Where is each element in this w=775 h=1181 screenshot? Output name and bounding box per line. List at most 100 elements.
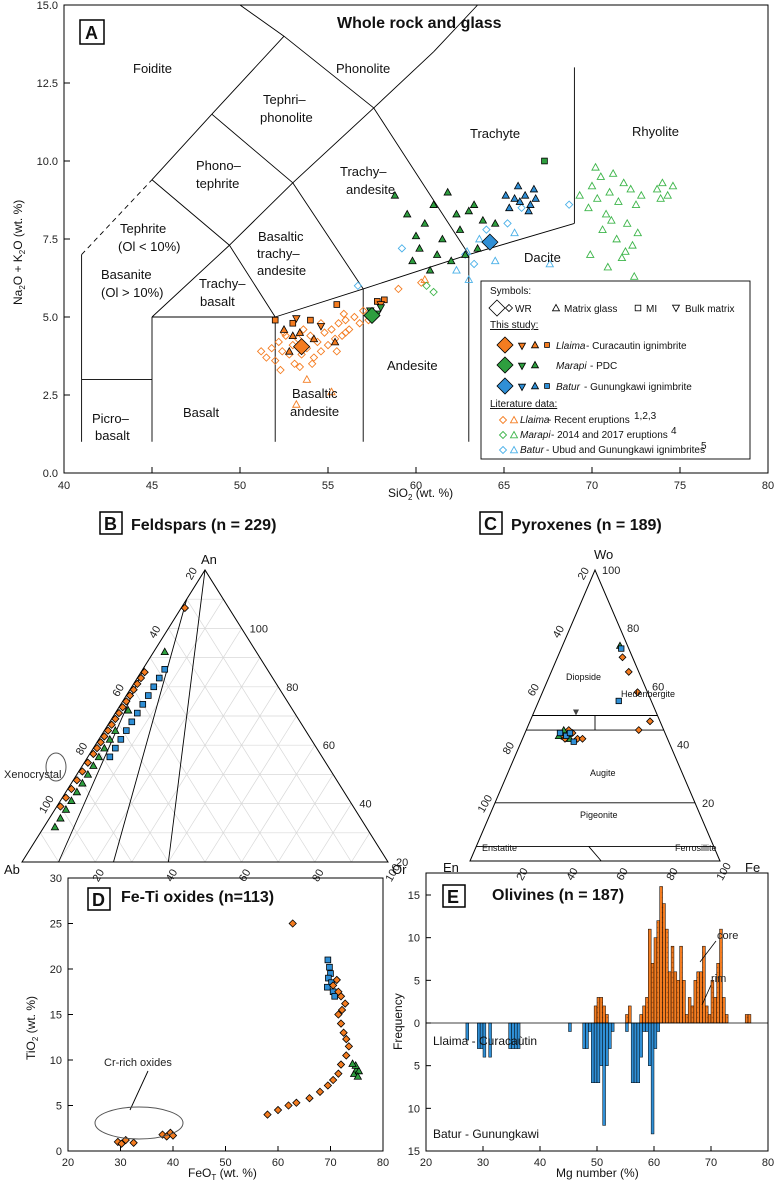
panel-a-letter: A xyxy=(85,23,98,43)
fe-tick: 80 xyxy=(664,866,681,883)
field-andesite: Andesite xyxy=(387,358,438,373)
field-basalt: Basalt xyxy=(183,405,220,420)
olivine-bar-llaima xyxy=(662,903,666,1024)
panel-e-xlabel: Mg number (%) xyxy=(556,1166,639,1180)
apex-an: An xyxy=(201,552,217,567)
panel-a-legend: Symbols: WR Matrix glass MI Bulk matrix … xyxy=(480,280,751,460)
panel-a-points xyxy=(256,157,678,408)
x-tick-label: 50 xyxy=(234,480,246,492)
data-point xyxy=(288,331,298,340)
field-phonotephrite-1: Phono– xyxy=(196,158,242,173)
field-trachyandesite-1: Trachy– xyxy=(340,164,387,179)
an-tick-label: 100 xyxy=(250,623,268,635)
an-tick-label: 40 xyxy=(359,799,371,811)
panel-e-bottom-label: Batur - Gunungkawi xyxy=(433,1127,539,1141)
data-point xyxy=(601,209,611,218)
data-point xyxy=(617,253,627,262)
legend-lit-llaima-sup: 1,2,3 xyxy=(634,411,657,422)
data-point xyxy=(469,259,479,269)
data-point xyxy=(289,319,297,327)
data-point xyxy=(629,271,639,280)
panel-b: B Feldspars (n = 229) 100 100 20 80 80 40 60 60… xyxy=(4,511,408,884)
pyroxene-point xyxy=(618,653,627,662)
panel-d-title: Fe-Ti oxides (n=113) xyxy=(121,889,274,906)
panel-c-title: Pyroxenes (n = 189) xyxy=(511,517,662,534)
apex-en: En xyxy=(443,860,459,875)
oxide-point xyxy=(353,1071,363,1080)
olivine-bar-batur xyxy=(568,1022,572,1032)
olivine-bar-llaima xyxy=(665,928,669,1024)
olivine-bar-batur xyxy=(648,1022,652,1066)
legend-literature: Literature data: xyxy=(490,399,557,410)
feldspar-point xyxy=(61,805,71,813)
olivine-bar-batur xyxy=(650,1022,655,1135)
oxide-point xyxy=(328,981,338,990)
legend-this-study-wr xyxy=(496,336,514,354)
feldspar-point xyxy=(125,691,135,700)
olivine-bar-llaima xyxy=(599,997,603,1024)
legend-batur-name: Batur xyxy=(556,382,581,393)
field-tephrite-2: (Ol < 10%) xyxy=(118,239,181,254)
grid-line xyxy=(314,803,352,863)
data-point xyxy=(531,194,540,202)
data-point xyxy=(358,306,368,315)
feldspar-point xyxy=(61,793,71,802)
oxide-point xyxy=(336,1060,346,1069)
legend-box xyxy=(480,280,751,460)
y-tick-label: 25 xyxy=(50,919,62,931)
olivine-bar-batur xyxy=(625,1022,629,1032)
field-dacite: Dacite xyxy=(524,250,561,265)
data-point xyxy=(291,399,301,408)
tas-boundary xyxy=(211,113,294,184)
pyroxene-point xyxy=(570,738,577,745)
olivine-bar-llaima xyxy=(682,980,686,1024)
data-point xyxy=(429,200,438,208)
field-enstatite: Enstatite xyxy=(482,843,517,853)
feldspar-point xyxy=(50,822,60,831)
x-tick-label: 40 xyxy=(58,480,70,492)
legend-this-study-glass xyxy=(530,340,540,349)
data-point xyxy=(608,168,618,177)
data-point xyxy=(390,190,400,199)
feldspar-boundary xyxy=(167,569,206,863)
data-point xyxy=(628,240,637,249)
wo-left-tick: 100 xyxy=(476,793,496,815)
data-point xyxy=(306,331,315,340)
panel-a-xlabel: SiO2 (wt. %) xyxy=(388,486,453,502)
pyroxene-ternary: 100 20 20 80 40 40 60 60 60 40 80 80 20 100 100 xyxy=(469,565,734,883)
panel-c: C Pyroxenes (n = 189) 100 20 20 80 40 40 60 60 6… xyxy=(443,511,760,883)
feldspar-point xyxy=(139,701,147,708)
data-point xyxy=(596,172,606,180)
panel-a-title: Whole rock and glass xyxy=(337,15,502,32)
pyroxene-point xyxy=(646,717,654,726)
data-point xyxy=(452,265,461,274)
x-tick-label: 70 xyxy=(324,1157,336,1169)
legend-mi: MI xyxy=(646,304,657,315)
feldspar-point xyxy=(111,726,120,734)
oxide-point xyxy=(117,1139,126,1148)
legend-bulk-symbol xyxy=(671,304,681,313)
data-point xyxy=(256,347,266,356)
fe-tick: 20 xyxy=(514,866,531,883)
field-rhyolite: Rhyolite xyxy=(632,124,679,139)
panel-a: 40 45 50 55 60 65 70 75 800.02.55.07.510.012.515… xyxy=(11,0,774,502)
fe-tick: 100 xyxy=(714,861,734,883)
y-tick-label: 15 xyxy=(408,1146,420,1158)
x-tick-label: 70 xyxy=(705,1157,717,1169)
tas-boundary xyxy=(229,244,276,318)
feldspar-point xyxy=(89,761,98,769)
data-point xyxy=(429,287,438,297)
panel-d-xlabel: FeOT (wt. %) xyxy=(188,1166,257,1181)
tas-boundary-dashed xyxy=(81,179,153,255)
data-point xyxy=(490,218,500,227)
oxide-point xyxy=(305,1094,314,1103)
olivine-bar-batur xyxy=(633,1022,638,1083)
field-trachybasalt-1: Trachy– xyxy=(199,276,246,291)
olivine-bar-batur xyxy=(591,1022,595,1083)
data-point xyxy=(402,209,412,218)
data-point xyxy=(422,281,431,291)
olivine-bar-llaima xyxy=(625,1014,629,1024)
olivine-bar-llaima xyxy=(670,945,675,1024)
